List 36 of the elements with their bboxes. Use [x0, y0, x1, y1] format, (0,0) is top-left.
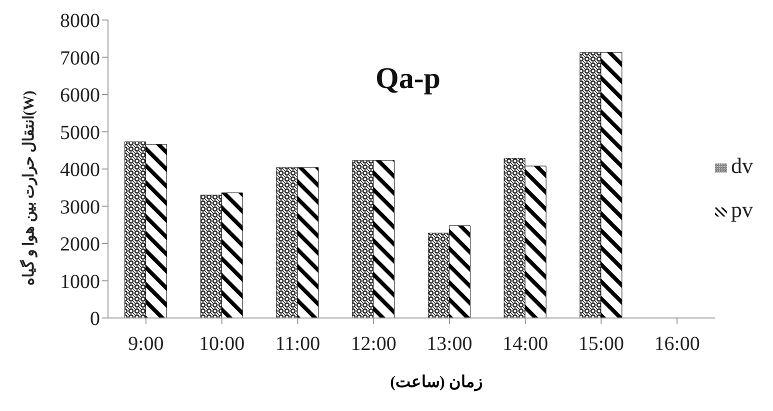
y-tick-label: 3000 — [60, 196, 100, 218]
x-axis-title: زمان (ساعت) — [389, 373, 484, 392]
y-tick-label: 4000 — [60, 159, 100, 182]
y-tick-label: 5000 — [60, 122, 100, 144]
bar — [600, 52, 622, 318]
bar — [297, 167, 319, 318]
bar — [124, 142, 146, 318]
x-tick-label: 14:00 — [502, 333, 548, 356]
x-tick-label: 12:00 — [350, 333, 396, 356]
y-tick-label: 2000 — [60, 234, 100, 256]
x-tick-label: 16:00 — [654, 333, 700, 356]
bar — [200, 194, 222, 318]
legend-label: dv — [731, 153, 753, 178]
x-tick-label: 11:00 — [275, 333, 320, 356]
bar — [373, 160, 395, 318]
bar — [524, 166, 546, 318]
bar — [145, 144, 167, 318]
x-tick-label: 13:00 — [426, 333, 472, 356]
bar — [428, 232, 450, 318]
bar — [580, 52, 602, 318]
bar — [221, 192, 243, 318]
x-tick-label: 10:00 — [199, 333, 245, 356]
bar — [504, 158, 526, 318]
bar — [352, 160, 374, 318]
bar — [276, 167, 298, 318]
x-tick-label: 9:00 — [128, 333, 164, 356]
x-tick-label: 15:00 — [578, 333, 624, 356]
y-tick-label: 8000 — [60, 10, 100, 32]
y-tick-label: 7000 — [60, 47, 100, 70]
y-axis-title: انتقال حرارت بین هوا و گیاه(W) — [19, 90, 38, 286]
legend-label: pv — [731, 197, 753, 222]
text: Qa-p — [375, 62, 441, 95]
bar — [448, 225, 470, 318]
y-tick-label: 0 — [90, 308, 100, 330]
y-tick-label: 6000 — [60, 84, 100, 107]
y-tick-label: 1000 — [60, 270, 100, 293]
